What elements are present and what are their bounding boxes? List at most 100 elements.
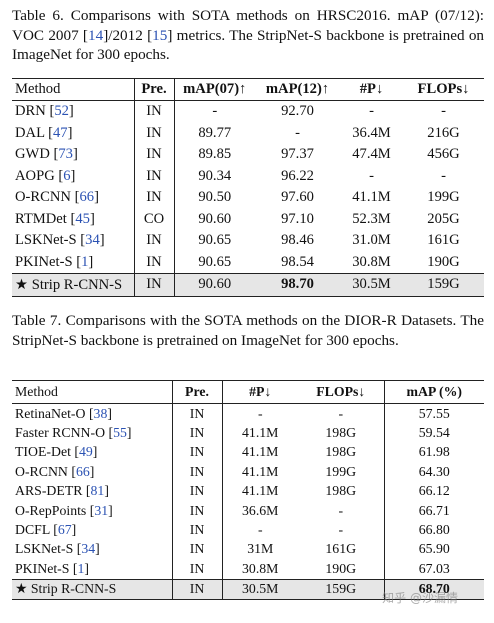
method-cell: O-RepPoints [31] (15, 502, 113, 518)
table-row: AOPG [6] IN 90.34 96.22 - - (12, 165, 484, 187)
flops-cell: 161G (325, 541, 357, 557)
method-cell: LSKNet-S [34] (15, 232, 105, 249)
citation-link[interactable]: 52 (54, 103, 69, 120)
table6-caption: Table 6. Comparisons with SOTA methods o… (12, 7, 485, 63)
table-row: Faster RCNN-O [55] IN 41.1M 198G 59.54 (12, 423, 484, 443)
header-map: mAP (%) (383, 380, 484, 404)
map12-cell: 98.54 (281, 253, 314, 270)
table-row: O-RCNN [66] IN 90.50 97.60 41.1M 199G (12, 187, 484, 209)
table-row: O-RepPoints [31] IN 36.6M - 66.71 (12, 500, 484, 521)
params-cell: 30.5M (340, 273, 403, 296)
params-cell: - (221, 403, 298, 424)
citation-link[interactable]: 14 (88, 26, 104, 44)
table-row: ARS-DETR [81] IN 41.1M 198G 66.12 (12, 481, 484, 501)
params-cell: - (221, 520, 298, 540)
method-cell: Faster RCNN-O [55] (15, 425, 132, 441)
citation-link[interactable]: 66 (75, 463, 90, 479)
flops-cell: 456G (427, 146, 460, 163)
table-row: DAL [47] IN 89.77 - 36.4M 216G (12, 122, 484, 144)
params-cell: 36.4M (352, 124, 391, 141)
pre-cell: IN (171, 462, 222, 482)
params-cell: 41.1M (221, 423, 298, 443)
header-params: #P↓ (221, 380, 298, 404)
pre-cell: IN (171, 403, 222, 424)
pre-cell: IN (133, 251, 174, 274)
params-cell: - (369, 103, 374, 120)
params-cell: 30.8M (221, 559, 298, 580)
map12-cell: 97.60 (281, 189, 314, 206)
pre-cell: IN (133, 122, 174, 144)
citation-link[interactable]: 67 (57, 522, 72, 538)
map-cell: 57.55 (383, 403, 484, 424)
table6-hrsc2016: Method Pre. mAP(07)↑ mAP(12)↑ #P↓ FLOPs↓… (12, 78, 484, 297)
flops-cell: 199G (427, 189, 460, 206)
pre-cell: IN (133, 187, 174, 209)
table-row: RTMDet [45] CO 90.60 97.10 52.3M 205G (12, 208, 484, 230)
flops-cell: 190G (427, 253, 460, 270)
flops-cell: 199G (325, 463, 357, 479)
flops-cell: - (338, 522, 344, 538)
method-cell: DRN [52] (15, 103, 74, 120)
map12-cell: 98.46 (281, 232, 314, 249)
header-flops: FLOPs↓ (417, 81, 470, 97)
table-header-row: Method Pre. #P↓ FLOPs↓ mAP (%) (12, 380, 484, 404)
pre-cell: IN (133, 144, 174, 166)
table-row: PKINet-S [1] IN 90.65 98.54 30.8M 190G (12, 251, 484, 274)
header-pre: Pre. (171, 380, 222, 404)
citation-link[interactable]: 81 (90, 483, 105, 499)
params-cell: - (369, 167, 374, 184)
map12-cell-best: 98.70 (255, 273, 340, 296)
citation-link[interactable]: 73 (58, 146, 73, 163)
map07-cell: 89.85 (173, 144, 255, 166)
citation-link[interactable]: 55 (113, 425, 127, 441)
header-params: #P↓ (359, 81, 384, 97)
map-cell: 61.98 (383, 442, 484, 463)
citation-link[interactable]: 49 (78, 444, 93, 460)
citation-link[interactable]: 31 (94, 502, 109, 518)
citation-link[interactable]: 34 (85, 232, 100, 249)
map12-cell: 97.10 (281, 210, 314, 227)
highlight-row: ★ Strip R-CNN-S IN 30.5M 159G 68.70 (12, 579, 484, 600)
citation-link[interactable]: 47 (52, 124, 68, 141)
map-cell-best: 68.70 (383, 579, 484, 600)
map-cell: 66.71 (383, 500, 484, 521)
citation-link[interactable]: 6 (63, 167, 71, 184)
flops-cell: 161G (427, 232, 460, 249)
params-cell: 41.1M (221, 481, 298, 501)
citation-link[interactable]: 66 (79, 189, 95, 206)
citation-link[interactable]: 1 (81, 253, 89, 270)
params-cell: 41.1M (221, 442, 298, 463)
params-cell: 36.6M (221, 500, 298, 521)
pre-cell: CO (133, 208, 174, 230)
method-cell: PKINet-S [1] (15, 560, 89, 576)
params-cell: 30.8M (352, 253, 391, 270)
map12-cell: - (295, 124, 300, 141)
method-cell: AOPG [6] (15, 167, 76, 184)
citation-link[interactable]: 1 (77, 560, 85, 576)
map07-cell: 90.60 (173, 273, 255, 296)
header-method: Method (15, 384, 58, 399)
citation-link[interactable]: 15 (152, 26, 168, 44)
pre-cell: IN (171, 579, 222, 600)
header-pre: Pre. (133, 78, 174, 101)
table-row: DCFL [67] IN - - 66.80 (12, 520, 484, 540)
map07-cell: 90.60 (173, 208, 255, 230)
method-cell: ARS-DETR [81] (15, 483, 109, 499)
map12-cell: 96.22 (281, 167, 314, 184)
table7-caption: Table 7. Comparisons with the SOTA metho… (12, 312, 484, 349)
citation-link[interactable]: 34 (81, 541, 96, 557)
params-cell: 31M (221, 539, 298, 560)
flops-cell: 190G (325, 560, 357, 576)
flops-cell: 205G (427, 210, 460, 227)
method-cell: PKINet-S [1] (15, 253, 94, 270)
citation-link[interactable]: 38 (93, 405, 108, 421)
table-row: RetinaNet-O [38] IN - - 57.55 (12, 403, 484, 424)
map07-cell: 90.65 (173, 251, 255, 274)
map-cell: 66.80 (383, 520, 484, 540)
table-header-row: Method Pre. mAP(07)↑ mAP(12)↑ #P↓ FLOPs↓ (12, 78, 484, 101)
map-cell: 67.03 (383, 559, 484, 580)
header-flops: FLOPs↓ (316, 384, 366, 399)
method-cell: DAL [47] (15, 124, 73, 141)
params-cell: 47.4M (352, 146, 391, 163)
citation-link[interactable]: 45 (75, 210, 90, 227)
